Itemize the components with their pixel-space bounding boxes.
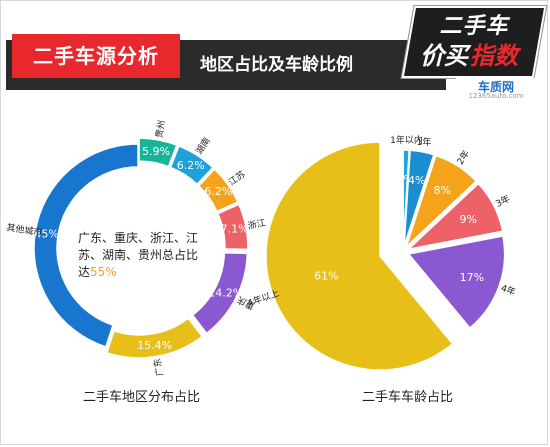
donut-slice-group bbox=[105, 317, 204, 359]
donut-annotation-highlight: 55% bbox=[90, 265, 117, 279]
pie-value-label: 9% bbox=[459, 213, 476, 226]
pie-category-label: 2年 bbox=[454, 148, 472, 167]
donut-value-label: 7.1% bbox=[221, 223, 249, 236]
donut-slice bbox=[216, 203, 249, 251]
pie-value-label: 17% bbox=[460, 271, 484, 284]
donut-category-label: 贵州 bbox=[153, 119, 168, 139]
pie-caption: 二手车车龄占比 bbox=[362, 390, 454, 405]
pie-slice-group bbox=[403, 149, 435, 247]
logo-line2a: 价买 bbox=[420, 42, 468, 70]
donut-slice bbox=[197, 168, 239, 213]
donut-category-label: 广东 bbox=[151, 357, 166, 377]
pie-value-label: 61% bbox=[314, 269, 338, 282]
donut-slice-group bbox=[169, 145, 214, 186]
donut-value-label: 14.2% bbox=[208, 287, 243, 300]
donut-value-label: 6.2% bbox=[204, 185, 232, 198]
donut-annotation-line2: 苏、湖南、贵州总占比 bbox=[78, 247, 198, 262]
pie-category-label: 4年 bbox=[499, 282, 517, 298]
header-subtitle: 地区占比及车龄比例 bbox=[200, 55, 353, 75]
pie-category-label: 1年 bbox=[417, 136, 432, 148]
donut-slice-group bbox=[33, 143, 139, 348]
logo-line2b: 指数 bbox=[470, 42, 518, 70]
donut-slice bbox=[105, 317, 204, 359]
pie-category-label: 4年以上 bbox=[246, 287, 281, 309]
donut-slice-group bbox=[197, 168, 239, 213]
pie-slice-group bbox=[405, 154, 478, 248]
logo-badge: 二手车 价买 指数 车质网 12365auto.com bbox=[401, 6, 547, 100]
pie-category-label: 3年 bbox=[494, 192, 513, 209]
donut-value-label: 15.4% bbox=[137, 339, 172, 352]
donut-value-label: 5.9% bbox=[142, 145, 170, 158]
donut-slice bbox=[33, 143, 139, 348]
donut-caption: 二手车地区分布占比 bbox=[83, 390, 201, 405]
pie-value-label: 4% bbox=[408, 174, 425, 187]
pie-slice bbox=[405, 154, 478, 248]
donut-slice-group bbox=[138, 137, 178, 168]
donut-annotation-line3: 达55% bbox=[78, 265, 117, 279]
pie-slice-group bbox=[405, 182, 504, 251]
pie-slice bbox=[402, 149, 411, 247]
donut-value-label: 45% bbox=[34, 228, 58, 241]
pie-category-label: 1年以内 bbox=[390, 134, 423, 146]
logo-line1: 二手车 bbox=[439, 14, 509, 39]
pie-slice bbox=[265, 141, 454, 371]
pie-slice-group bbox=[407, 235, 506, 330]
donut-annotation-prefix: 达 bbox=[78, 265, 90, 279]
donut-annotation-line1: 广东、重庆、浙江、江 bbox=[78, 231, 198, 245]
pie-value-label: 8% bbox=[433, 184, 450, 197]
donut-slice bbox=[138, 137, 178, 168]
donut-slice bbox=[191, 251, 249, 335]
pie-slice bbox=[407, 235, 506, 330]
header-title-block bbox=[12, 34, 180, 78]
logo-site: 车质网 bbox=[456, 78, 536, 95]
logo-url: 12365auto.com bbox=[468, 92, 524, 100]
pie-slice-group bbox=[402, 149, 411, 247]
donut-value-label: 6.2% bbox=[177, 159, 205, 172]
pie-slice-group bbox=[265, 141, 454, 371]
header-title: 二手车源分析 bbox=[33, 44, 159, 68]
donut-category-label: 湖南 bbox=[193, 135, 213, 157]
pie-slice bbox=[403, 149, 435, 247]
donut-slice-group bbox=[216, 203, 249, 251]
donut-slice bbox=[169, 145, 214, 186]
donut-slice-group bbox=[191, 251, 249, 335]
donut-category-label: 浙江 bbox=[247, 217, 267, 232]
pie-slice bbox=[405, 182, 504, 251]
